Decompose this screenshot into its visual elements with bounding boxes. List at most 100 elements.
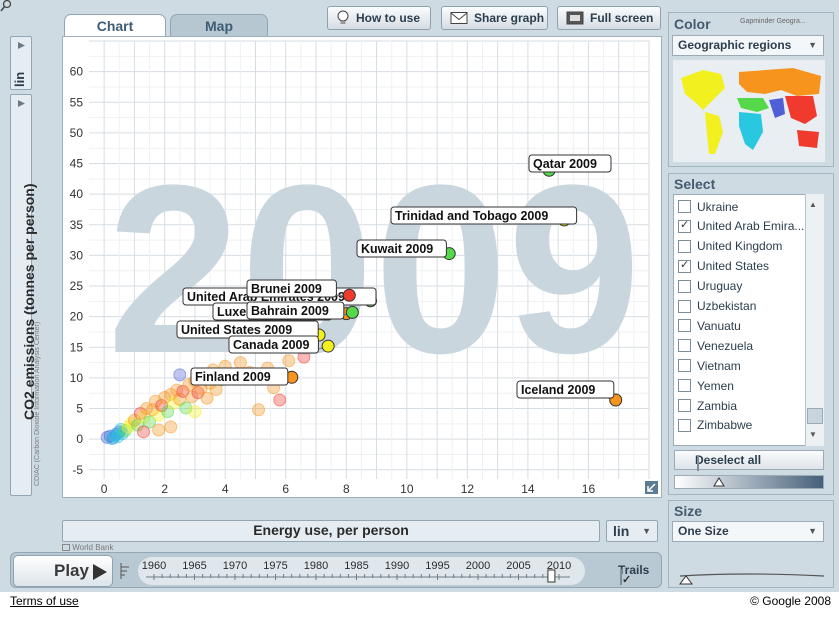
- country-checkbox[interactable]: [678, 200, 691, 213]
- chevron-up-icon[interactable]: ▲: [809, 200, 817, 209]
- country-list-item[interactable]: Yemen: [678, 376, 734, 395]
- country-list-scrollbar[interactable]: ▲ ▼: [805, 194, 824, 446]
- region-americas-south[interactable]: [705, 112, 723, 154]
- slider-handle[interactable]: [713, 477, 725, 487]
- country-bubble[interactable]: [200, 391, 214, 405]
- y-tick-label: 50: [70, 126, 84, 140]
- slider-handle: [679, 575, 693, 585]
- y-tick-label: 5: [76, 402, 83, 416]
- country-list-item[interactable]: Vietnam: [678, 356, 741, 375]
- country-list-item[interactable]: United States: [678, 257, 769, 276]
- country-bubble[interactable]: [114, 422, 128, 436]
- size-slider[interactable]: [674, 570, 828, 586]
- bubble-label-box[interactable]: [246, 279, 337, 298]
- country-bubble[interactable]: [173, 368, 187, 382]
- y-tick-label: 10: [70, 371, 84, 385]
- y-tick-label: 30: [70, 248, 84, 262]
- country-bubble[interactable]: [282, 354, 296, 368]
- x-tick-label: 10: [400, 482, 414, 496]
- color-dropdown[interactable]: Geographic regions ▼: [672, 35, 824, 56]
- deselect-all-button[interactable]: Deselect all: [674, 450, 824, 471]
- tab-map[interactable]: Map: [170, 14, 268, 38]
- bubble-label-box[interactable]: [228, 335, 319, 354]
- x-tick-label: 16: [582, 482, 596, 496]
- bubble-label-box[interactable]: [246, 301, 345, 320]
- country-bubble[interactable]: [143, 415, 157, 429]
- y-indicator-selector[interactable]: [10, 94, 32, 496]
- country-list-item[interactable]: United Kingdom: [678, 237, 782, 256]
- year-slider[interactable]: 1960 1965 1970 1975 1980 1985 1990 1995 2000 2005…: [138, 557, 585, 585]
- full-screen-button[interactable]: Full screen: [557, 6, 661, 30]
- country-checkbox[interactable]: [678, 299, 691, 313]
- country-list-item[interactable]: Zimbabwe: [678, 416, 752, 435]
- bubble-label-box[interactable]: [356, 239, 447, 258]
- country-list-item[interactable]: Uzbekistan: [678, 297, 756, 316]
- region-europe-central-asia[interactable]: [739, 68, 821, 96]
- country-checkbox[interactable]: [678, 258, 691, 273]
- x-source-label: World Bank: [62, 543, 113, 552]
- speed-icon[interactable]: [118, 561, 132, 581]
- country-list-item[interactable]: Ukraine: [678, 197, 738, 216]
- x-tick-label: 8: [343, 482, 350, 496]
- country-bubble[interactable]: [164, 420, 178, 434]
- country-bubble[interactable]: [188, 405, 202, 419]
- country-bubble[interactable]: [233, 356, 247, 370]
- bubble-label-box[interactable]: [528, 154, 612, 173]
- chevron-right-icon: [18, 42, 25, 49]
- region-east-asia-pacific[interactable]: [785, 96, 819, 148]
- country-bubble-highlighted[interactable]: [321, 339, 335, 353]
- bubble-label-box[interactable]: [190, 367, 289, 386]
- bubble-label-box[interactable]: [516, 380, 615, 399]
- country-checkbox[interactable]: [678, 379, 691, 393]
- country-checkbox[interactable]: [678, 239, 691, 253]
- x-scale-selector[interactable]: lin ▼: [606, 520, 658, 542]
- how-to-use-button[interactable]: How to use: [327, 6, 431, 30]
- tab-chart[interactable]: Chart: [64, 14, 166, 38]
- terms-of-use-link[interactable]: Terms of use: [10, 594, 79, 608]
- y-scale-selector[interactable]: lin: [10, 36, 32, 90]
- color-source-label: Gapminder Geogra...: [740, 18, 806, 25]
- country-checkbox[interactable]: [678, 218, 691, 233]
- country-bubble[interactable]: [273, 393, 287, 407]
- country-list-item[interactable]: Vanuatu: [678, 316, 741, 335]
- year-slider-track[interactable]: [138, 557, 585, 585]
- country-checkbox[interactable]: [678, 339, 691, 353]
- size-dropdown[interactable]: One Size ▼: [672, 521, 824, 542]
- country-list-item[interactable]: United Arab Emira...: [678, 217, 804, 236]
- country-bubble-highlighted[interactable]: [345, 305, 359, 319]
- trails-toggle[interactable]: Trails: [594, 557, 658, 585]
- y-tick-label: 20: [70, 310, 84, 324]
- x-indicator-selector[interactable]: [62, 520, 600, 542]
- share-graph-button[interactable]: Share graph: [441, 6, 548, 30]
- opacity-slider[interactable]: [674, 475, 824, 489]
- play-button[interactable]: Play: [13, 555, 113, 587]
- zoom-icon[interactable]: [0, 0, 14, 14]
- region-americas-north[interactable]: [681, 70, 725, 110]
- country-checkbox[interactable]: [678, 399, 691, 412]
- bubble-label-box[interactable]: [390, 206, 578, 225]
- country-list-item[interactable]: Venezuela: [678, 336, 753, 355]
- chevron-down-icon[interactable]: ▼: [809, 430, 817, 439]
- country-label: Yemen: [697, 378, 734, 393]
- country-checkbox[interactable]: [678, 359, 691, 373]
- year-slider-handle[interactable]: [547, 569, 556, 583]
- country-list[interactable]: Ukraine United Arab Emira... United Kingdo…: [673, 194, 824, 446]
- country-bubble[interactable]: [136, 425, 150, 439]
- country-bubble-highlighted[interactable]: [342, 288, 356, 302]
- country-checkbox[interactable]: [678, 319, 691, 333]
- country-list-item[interactable]: Uruguay: [678, 277, 742, 296]
- country-bubble[interactable]: [152, 423, 166, 437]
- country-list-item[interactable]: Zambia: [678, 396, 737, 415]
- country-checkbox[interactable]: [678, 418, 691, 432]
- world-map-legend[interactable]: [673, 60, 825, 162]
- y-scale-label: lin: [12, 71, 27, 87]
- region-sub-saharan-africa[interactable]: [739, 112, 763, 150]
- region-middle-east[interactable]: [737, 98, 769, 112]
- country-bubble[interactable]: [252, 403, 266, 417]
- bubble-label: Canada 2009: [233, 338, 309, 352]
- trails-checkbox[interactable]: [620, 569, 622, 585]
- region-south-asia[interactable]: [769, 98, 785, 118]
- country-checkbox[interactable]: [678, 279, 691, 293]
- scrollbar-thumb[interactable]: [807, 408, 823, 424]
- expand-corner-icon[interactable]: [645, 481, 658, 494]
